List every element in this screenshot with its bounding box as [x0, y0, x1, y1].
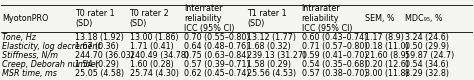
Text: 0.20 (12.6): 0.20 (12.6) — [365, 60, 409, 69]
Text: 1.68 (0.32): 1.68 (0.32) — [247, 42, 291, 51]
Text: 240.49 (34.78): 240.49 (34.78) — [129, 51, 189, 60]
Text: 25.56 (4.53): 25.56 (4.53) — [247, 69, 297, 78]
Text: 0.50 (29.9): 0.50 (29.9) — [405, 42, 449, 51]
Text: Elasticity, log decrement: Elasticity, log decrement — [2, 42, 101, 51]
Text: Tone, Hz: Tone, Hz — [2, 32, 36, 42]
Text: Intrarater
reliability
ICC (95% CI): Intrarater reliability ICC (95% CI) — [301, 4, 352, 33]
Text: MyotonPRO: MyotonPRO — [2, 14, 49, 23]
Text: 0.71 (0.57–0.80): 0.71 (0.57–0.80) — [301, 42, 367, 51]
Text: 1.54 (0.29): 1.54 (0.29) — [75, 60, 119, 69]
Text: Stiffness, N/m: Stiffness, N/m — [2, 51, 58, 60]
Text: T0 rater 1
(SD): T0 rater 1 (SD) — [75, 9, 115, 28]
Text: 0.64 (0.48–0.76): 0.64 (0.48–0.76) — [184, 42, 249, 51]
Text: MDC₉₅, %: MDC₉₅, % — [405, 14, 443, 23]
Text: 244.70 (36.03): 244.70 (36.03) — [75, 51, 134, 60]
Text: 1.60 (0.28): 1.60 (0.28) — [129, 60, 173, 69]
Text: 0.60 (0.43–0.74): 0.60 (0.43–0.74) — [301, 32, 367, 42]
Text: 0.59 (0.41–0.70): 0.59 (0.41–0.70) — [301, 51, 367, 60]
Text: 25.05 (4.58): 25.05 (4.58) — [75, 69, 125, 78]
Text: SEM, %: SEM, % — [365, 14, 395, 23]
Text: 1.17 (8.9): 1.17 (8.9) — [365, 32, 404, 42]
Text: T1 rater 1
(SD): T1 rater 1 (SD) — [247, 9, 287, 28]
Text: 0.62 (0.45–0.74): 0.62 (0.45–0.74) — [184, 69, 249, 78]
Text: 0.57 (0.38–0.70): 0.57 (0.38–0.70) — [301, 69, 367, 78]
Text: 25.74 (4.30): 25.74 (4.30) — [129, 69, 179, 78]
Text: 1.58 (0.29): 1.58 (0.29) — [247, 60, 292, 69]
Text: T0 rater 2
(SD): T0 rater 2 (SD) — [129, 9, 169, 28]
Text: 3.00 (11.8): 3.00 (11.8) — [365, 69, 409, 78]
Text: MSR time, ms: MSR time, ms — [2, 69, 57, 78]
Text: 0.75 (0.63–0.84): 0.75 (0.63–0.84) — [184, 51, 249, 60]
Text: Creep, Deborah number: Creep, Deborah number — [2, 60, 99, 69]
Text: Interrater
reliability
ICC (95% CI): Interrater reliability ICC (95% CI) — [184, 4, 234, 33]
Text: 0.18 (11.0): 0.18 (11.0) — [365, 42, 409, 51]
Text: 8.29 (32.8): 8.29 (32.8) — [405, 69, 449, 78]
Text: 0.57 (0.39–0.71): 0.57 (0.39–0.71) — [184, 60, 249, 69]
Text: 1.71 (0.41): 1.71 (0.41) — [129, 42, 173, 51]
Text: 21.60 (8.9): 21.60 (8.9) — [365, 51, 409, 60]
Text: 0.54 (34.6): 0.54 (34.6) — [405, 60, 449, 69]
Text: 13.00 (1.86): 13.00 (1.86) — [129, 32, 178, 42]
Text: 3.24 (24.6): 3.24 (24.6) — [405, 32, 449, 42]
Text: 59.87 (24.7): 59.87 (24.7) — [405, 51, 455, 60]
Text: 0.70 (0.55–0.80): 0.70 (0.55–0.80) — [184, 32, 249, 42]
Text: 13.12 (1.77): 13.12 (1.77) — [247, 32, 296, 42]
Text: 0.54 (0.35–0.68): 0.54 (0.35–0.68) — [301, 60, 367, 69]
Text: 1.67 (0.36): 1.67 (0.36) — [75, 42, 119, 51]
Text: 239.13 (31.27): 239.13 (31.27) — [247, 51, 307, 60]
Text: 13.18 (1.92): 13.18 (1.92) — [75, 32, 124, 42]
